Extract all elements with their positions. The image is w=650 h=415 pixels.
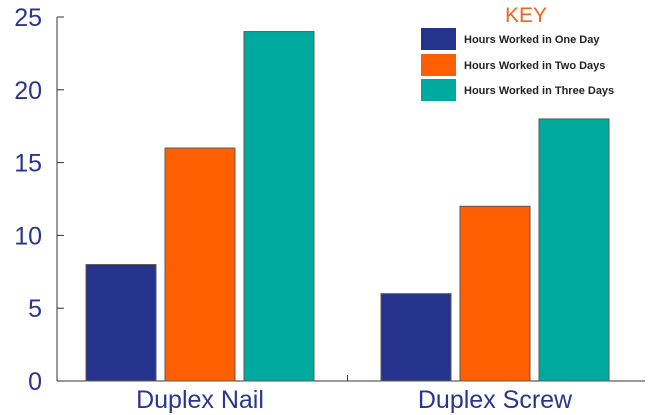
y-tick-label: 5 — [28, 295, 42, 323]
y-axis-ticks: 0 5 10 15 20 25 — [14, 4, 64, 396]
legend-swatch-series-3 — [421, 79, 456, 101]
legend-swatch-series-2 — [421, 54, 456, 76]
bar-duplex-nail-series-3 — [243, 31, 315, 382]
y-tick-label: 10 — [14, 222, 42, 250]
x-category-label: Duplex Screw — [418, 386, 573, 414]
legend-label-series-2: Hours Worked in Two Days — [464, 60, 605, 72]
bar-duplex-screw-series-2 — [459, 205, 531, 382]
legend-title: KEY — [505, 4, 547, 27]
bars — [85, 31, 610, 382]
legend: KEY Hours Worked in One Day Hours Worked … — [421, 4, 614, 101]
legend-swatch-series-1 — [421, 28, 456, 50]
y-tick-label: 20 — [14, 77, 42, 105]
x-category-label: Duplex Nail — [136, 386, 264, 414]
y-tick-label: 25 — [14, 4, 42, 32]
bar-duplex-nail-series-2 — [164, 147, 236, 382]
y-tick-label: 0 — [28, 368, 42, 396]
legend-label-series-3: Hours Worked in Three Days — [464, 85, 614, 97]
y-tick-label: 15 — [14, 150, 42, 178]
legend-label-series-1: Hours Worked in One Day — [464, 34, 600, 46]
bar-duplex-screw-series-3 — [538, 118, 610, 382]
bar-duplex-screw-series-1 — [380, 293, 452, 382]
bar-duplex-nail-series-1 — [85, 264, 157, 382]
x-axis-labels: Duplex Nail Duplex Screw — [136, 386, 573, 414]
